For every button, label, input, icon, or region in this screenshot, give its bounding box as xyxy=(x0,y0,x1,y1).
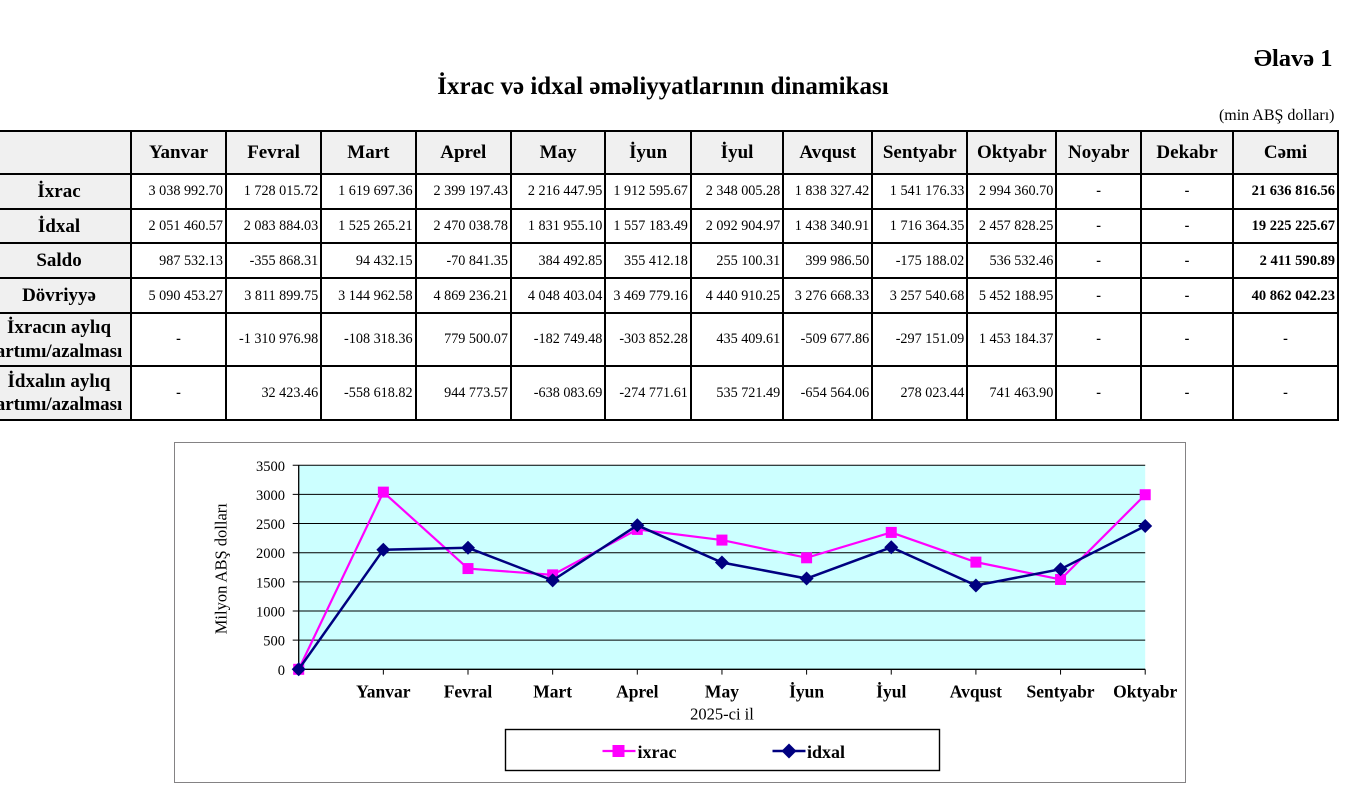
svg-text:Fevral: Fevral xyxy=(444,682,493,702)
svg-text:İyul: İyul xyxy=(876,682,906,702)
svg-text:Milyon ABŞ dolları: Milyon ABŞ dolları xyxy=(211,503,230,635)
svg-text:3000: 3000 xyxy=(256,488,285,504)
svg-text:0: 0 xyxy=(278,663,285,679)
svg-text:Sentyabr: Sentyabr xyxy=(1027,682,1095,702)
svg-text:500: 500 xyxy=(263,634,285,650)
svg-text:Yanvar: Yanvar xyxy=(356,682,411,702)
svg-text:Aprel: Aprel xyxy=(616,682,659,702)
svg-text:2025-ci il: 2025-ci il xyxy=(690,705,754,724)
svg-text:idxal: idxal xyxy=(807,742,845,762)
svg-text:2000: 2000 xyxy=(256,546,285,562)
svg-text:May: May xyxy=(705,682,739,702)
svg-text:İyun: İyun xyxy=(789,682,824,702)
svg-text:2500: 2500 xyxy=(256,517,285,533)
svg-text:Mart: Mart xyxy=(533,682,572,702)
svg-text:Oktyabr: Oktyabr xyxy=(1113,682,1177,702)
svg-text:1500: 1500 xyxy=(256,575,285,591)
svg-text:3500: 3500 xyxy=(256,459,285,475)
svg-text:Avqust: Avqust xyxy=(950,682,1002,702)
svg-text:ixrac: ixrac xyxy=(638,742,677,762)
svg-text:1000: 1000 xyxy=(256,605,285,621)
